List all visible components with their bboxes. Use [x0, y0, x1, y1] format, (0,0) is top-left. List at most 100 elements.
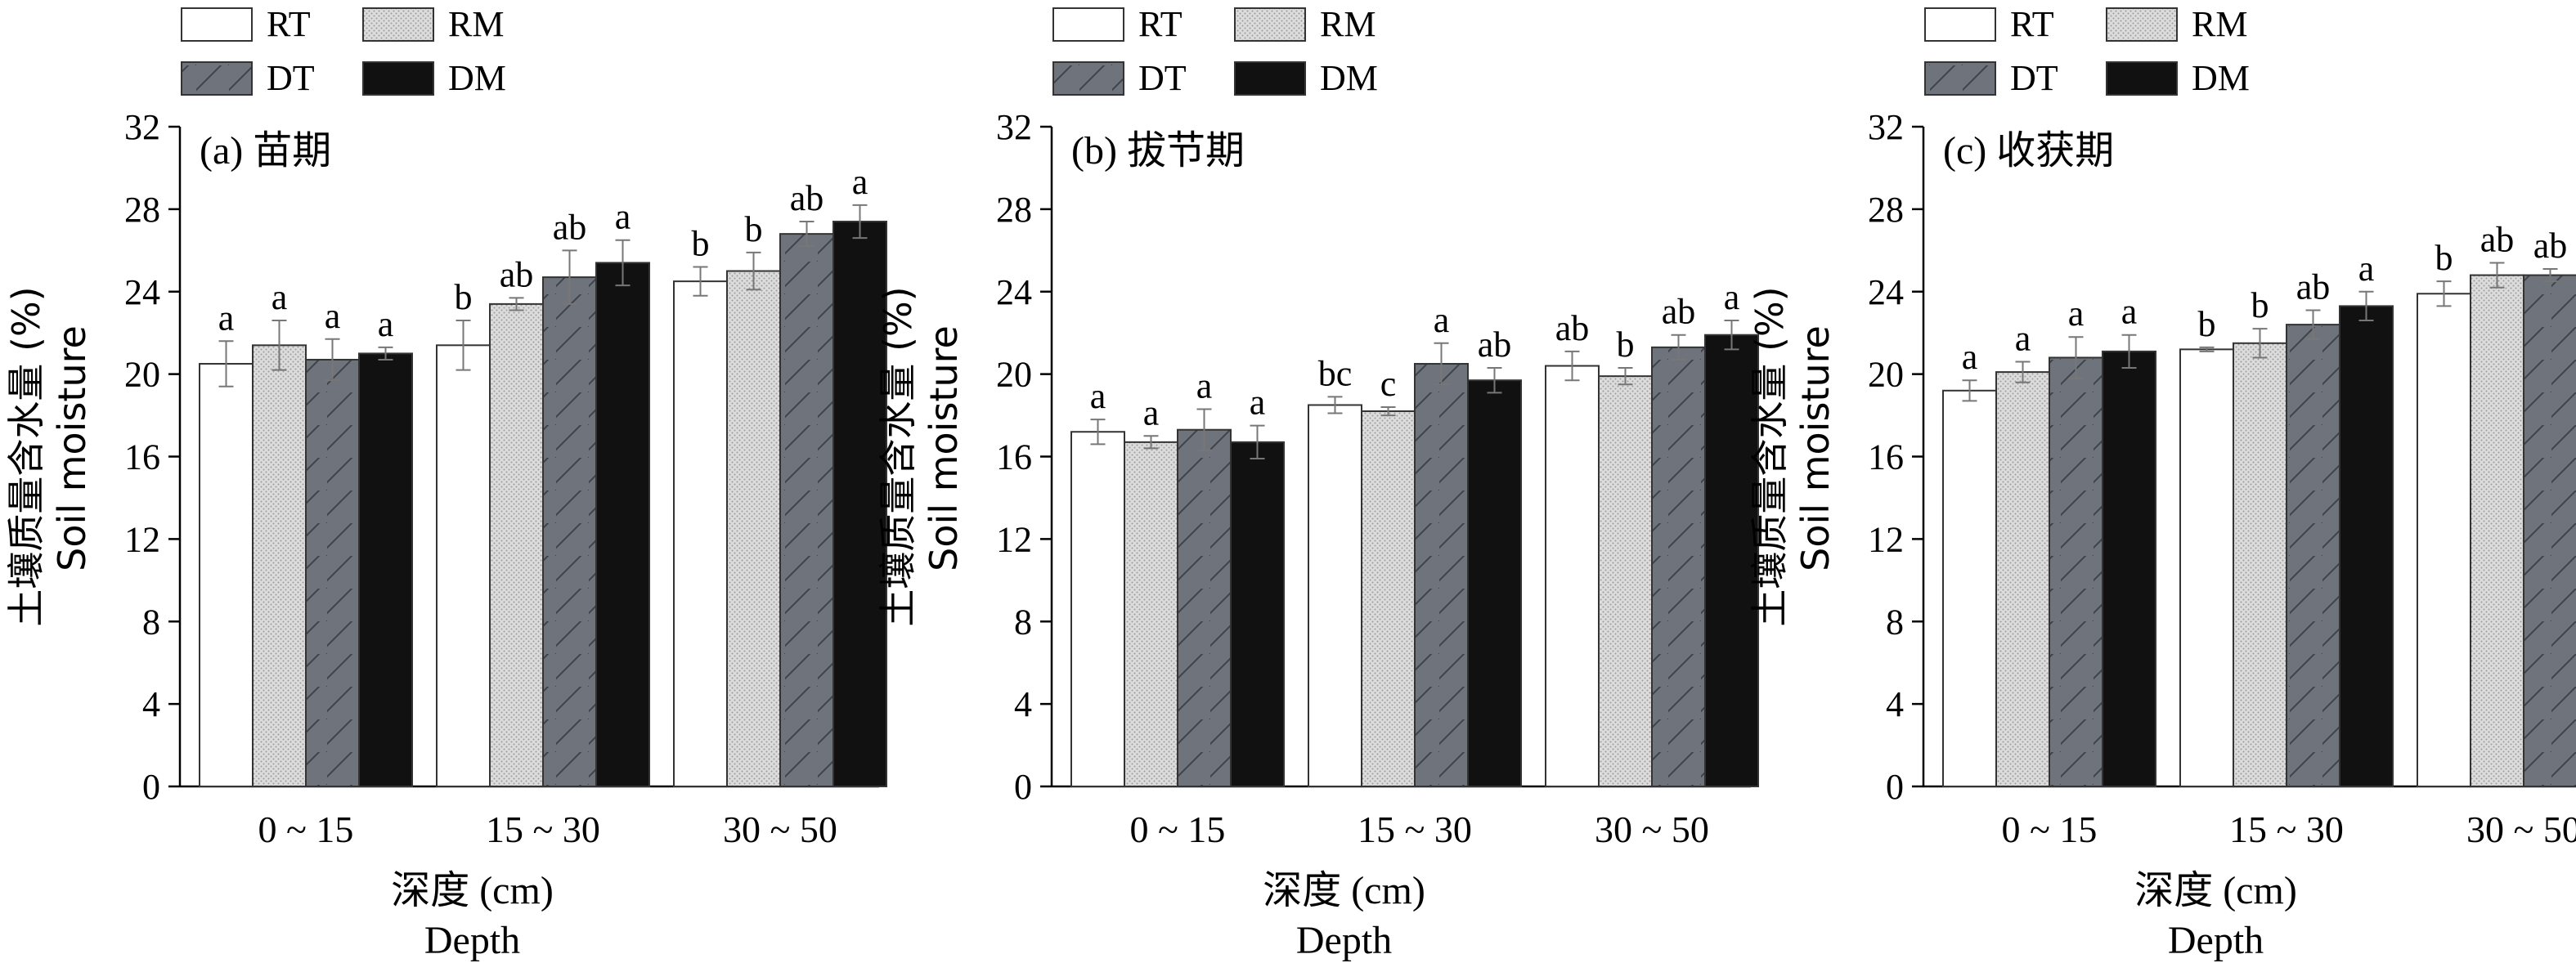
- bar-dt: [2523, 274, 2576, 787]
- y-tick-label: 12: [124, 519, 160, 559]
- bar-dt: [2049, 356, 2103, 787]
- y-axis-title-cn: 土壤质量含水量 (%): [1748, 286, 1792, 626]
- bar-rt: [199, 363, 254, 787]
- legend-swatch-rt: [1924, 7, 1996, 42]
- legend-swatch-dm: [1234, 61, 1306, 96]
- error-bar: [2358, 290, 2374, 322]
- significance-letter: a: [1143, 392, 1160, 432]
- significance-letter: ab: [1555, 308, 1590, 348]
- y-tick-label: 12: [1868, 519, 1904, 559]
- x-tick-label: 30 ~ 50: [2466, 809, 2576, 850]
- significance-letter: b: [2198, 304, 2216, 344]
- legend-label-rm: RM: [2192, 4, 2247, 44]
- x-tick-label: 0 ~ 15: [258, 809, 354, 850]
- significance-letter: a: [615, 197, 631, 237]
- legend-swatch-dt: [1924, 61, 1996, 96]
- significance-letter: a: [1724, 277, 1740, 317]
- y-tick-label: 8: [1014, 602, 1032, 642]
- x-tick-label: 30 ~ 50: [723, 809, 837, 850]
- x-tick-label: 15 ~ 30: [486, 809, 600, 850]
- bar-rm: [1124, 441, 1178, 787]
- y-tick-label: 8: [1886, 602, 1904, 642]
- significance-letter: a: [2358, 249, 2375, 289]
- error-bar: [1250, 424, 1265, 460]
- bar-rm: [2233, 342, 2287, 787]
- error-bar: [1143, 435, 1159, 450]
- error-bar: [378, 346, 393, 361]
- error-bar: [1196, 408, 1212, 451]
- legend-label-rm: RM: [1320, 4, 1376, 44]
- bar-dm: [1467, 379, 1522, 787]
- error-bar: [746, 251, 761, 291]
- y-tick-label: 0: [1014, 767, 1032, 807]
- error-bar: [1380, 405, 1396, 417]
- bar-dt: [1414, 363, 1469, 787]
- error-bar: [1618, 367, 1633, 386]
- y-axis-title: 土壤质量含水量 (%) Soil moisture: [876, 286, 966, 626]
- panel-title: (c) 收获期: [1943, 129, 2114, 172]
- legend-swatch-dt: [181, 61, 253, 96]
- significance-letter: ab: [2533, 226, 2568, 266]
- significance-letter: a: [1434, 300, 1450, 340]
- error-bar: [2542, 268, 2558, 283]
- significance-letter: ab: [2296, 267, 2331, 307]
- error-bar: [2121, 334, 2137, 370]
- legend-swatch-dm: [2106, 61, 2178, 96]
- legend: RT RM DT DM: [1924, 4, 2250, 98]
- error-bar: [2199, 346, 2215, 352]
- significance-letter: a: [1090, 376, 1106, 416]
- error-bar: [2305, 309, 2321, 340]
- y-tick-label: 24: [124, 272, 160, 312]
- legend-label-dt: DT: [1138, 58, 1187, 98]
- y-tick-label: 16: [996, 437, 1032, 477]
- error-bar: [456, 320, 471, 371]
- bar-rt: [436, 344, 491, 788]
- y-tick-label: 20: [996, 355, 1032, 395]
- significance-letter: a: [1196, 365, 1213, 405]
- y-tick-label: 4: [142, 684, 160, 724]
- legend-swatch-rm: [1234, 7, 1306, 42]
- y-axis-title-en: Soil moisture: [1793, 325, 1838, 571]
- x-axis-title-cn: 深度 (cm): [391, 869, 554, 912]
- bar-rt: [1308, 404, 1362, 787]
- y-tick-label: 28: [1868, 190, 1904, 230]
- bar-rt: [1942, 389, 1997, 787]
- y-tick-label: 16: [124, 437, 160, 477]
- y-tick-label: 20: [1868, 355, 1904, 395]
- error-bar: [693, 266, 708, 297]
- y-tick-label: 4: [1886, 684, 1904, 724]
- bar-dt: [1177, 428, 1232, 787]
- legend-label-dt: DT: [2010, 58, 2058, 98]
- legend-swatch-rm: [362, 7, 434, 42]
- x-tick-label: 0 ~ 15: [1130, 809, 1226, 850]
- legend-swatch-dt: [1052, 61, 1124, 96]
- error-bar: [1327, 396, 1343, 414]
- significance-letter: ab: [553, 207, 587, 247]
- significance-letter: b: [2251, 285, 2269, 325]
- bar-dt: [779, 233, 834, 787]
- legend-label-dt: DT: [267, 58, 315, 98]
- error-bar: [2489, 262, 2505, 289]
- bar-dm: [2102, 350, 2156, 787]
- x-axis-title-cn: 深度 (cm): [2134, 869, 2297, 912]
- error-bar: [218, 340, 234, 387]
- y-axis-title: 土壤质量含水量 (%) Soil moisture: [4, 286, 94, 626]
- y-tick-label: 24: [1868, 272, 1904, 312]
- error-bar: [325, 338, 340, 382]
- x-tick-label: 30 ~ 50: [1595, 809, 1709, 850]
- legend: RT RM DT DM: [181, 4, 506, 98]
- bar-rm: [1361, 410, 1416, 787]
- bar-rm: [1995, 371, 2050, 787]
- legend-label-dm: DM: [448, 58, 506, 98]
- bar-rt: [673, 280, 728, 787]
- legend-label-dm: DM: [1320, 58, 1378, 98]
- y-tick-label: 32: [124, 107, 160, 147]
- error-bar: [2015, 361, 2031, 383]
- y-axis-title-en: Soil moisture: [922, 325, 966, 571]
- bar-dt: [305, 358, 360, 787]
- legend-swatch-rt: [1052, 7, 1124, 42]
- error-bar: [562, 249, 577, 305]
- x-axis-title-en: Depth: [1296, 919, 1392, 962]
- legend: RT RM DT DM: [1052, 4, 1378, 98]
